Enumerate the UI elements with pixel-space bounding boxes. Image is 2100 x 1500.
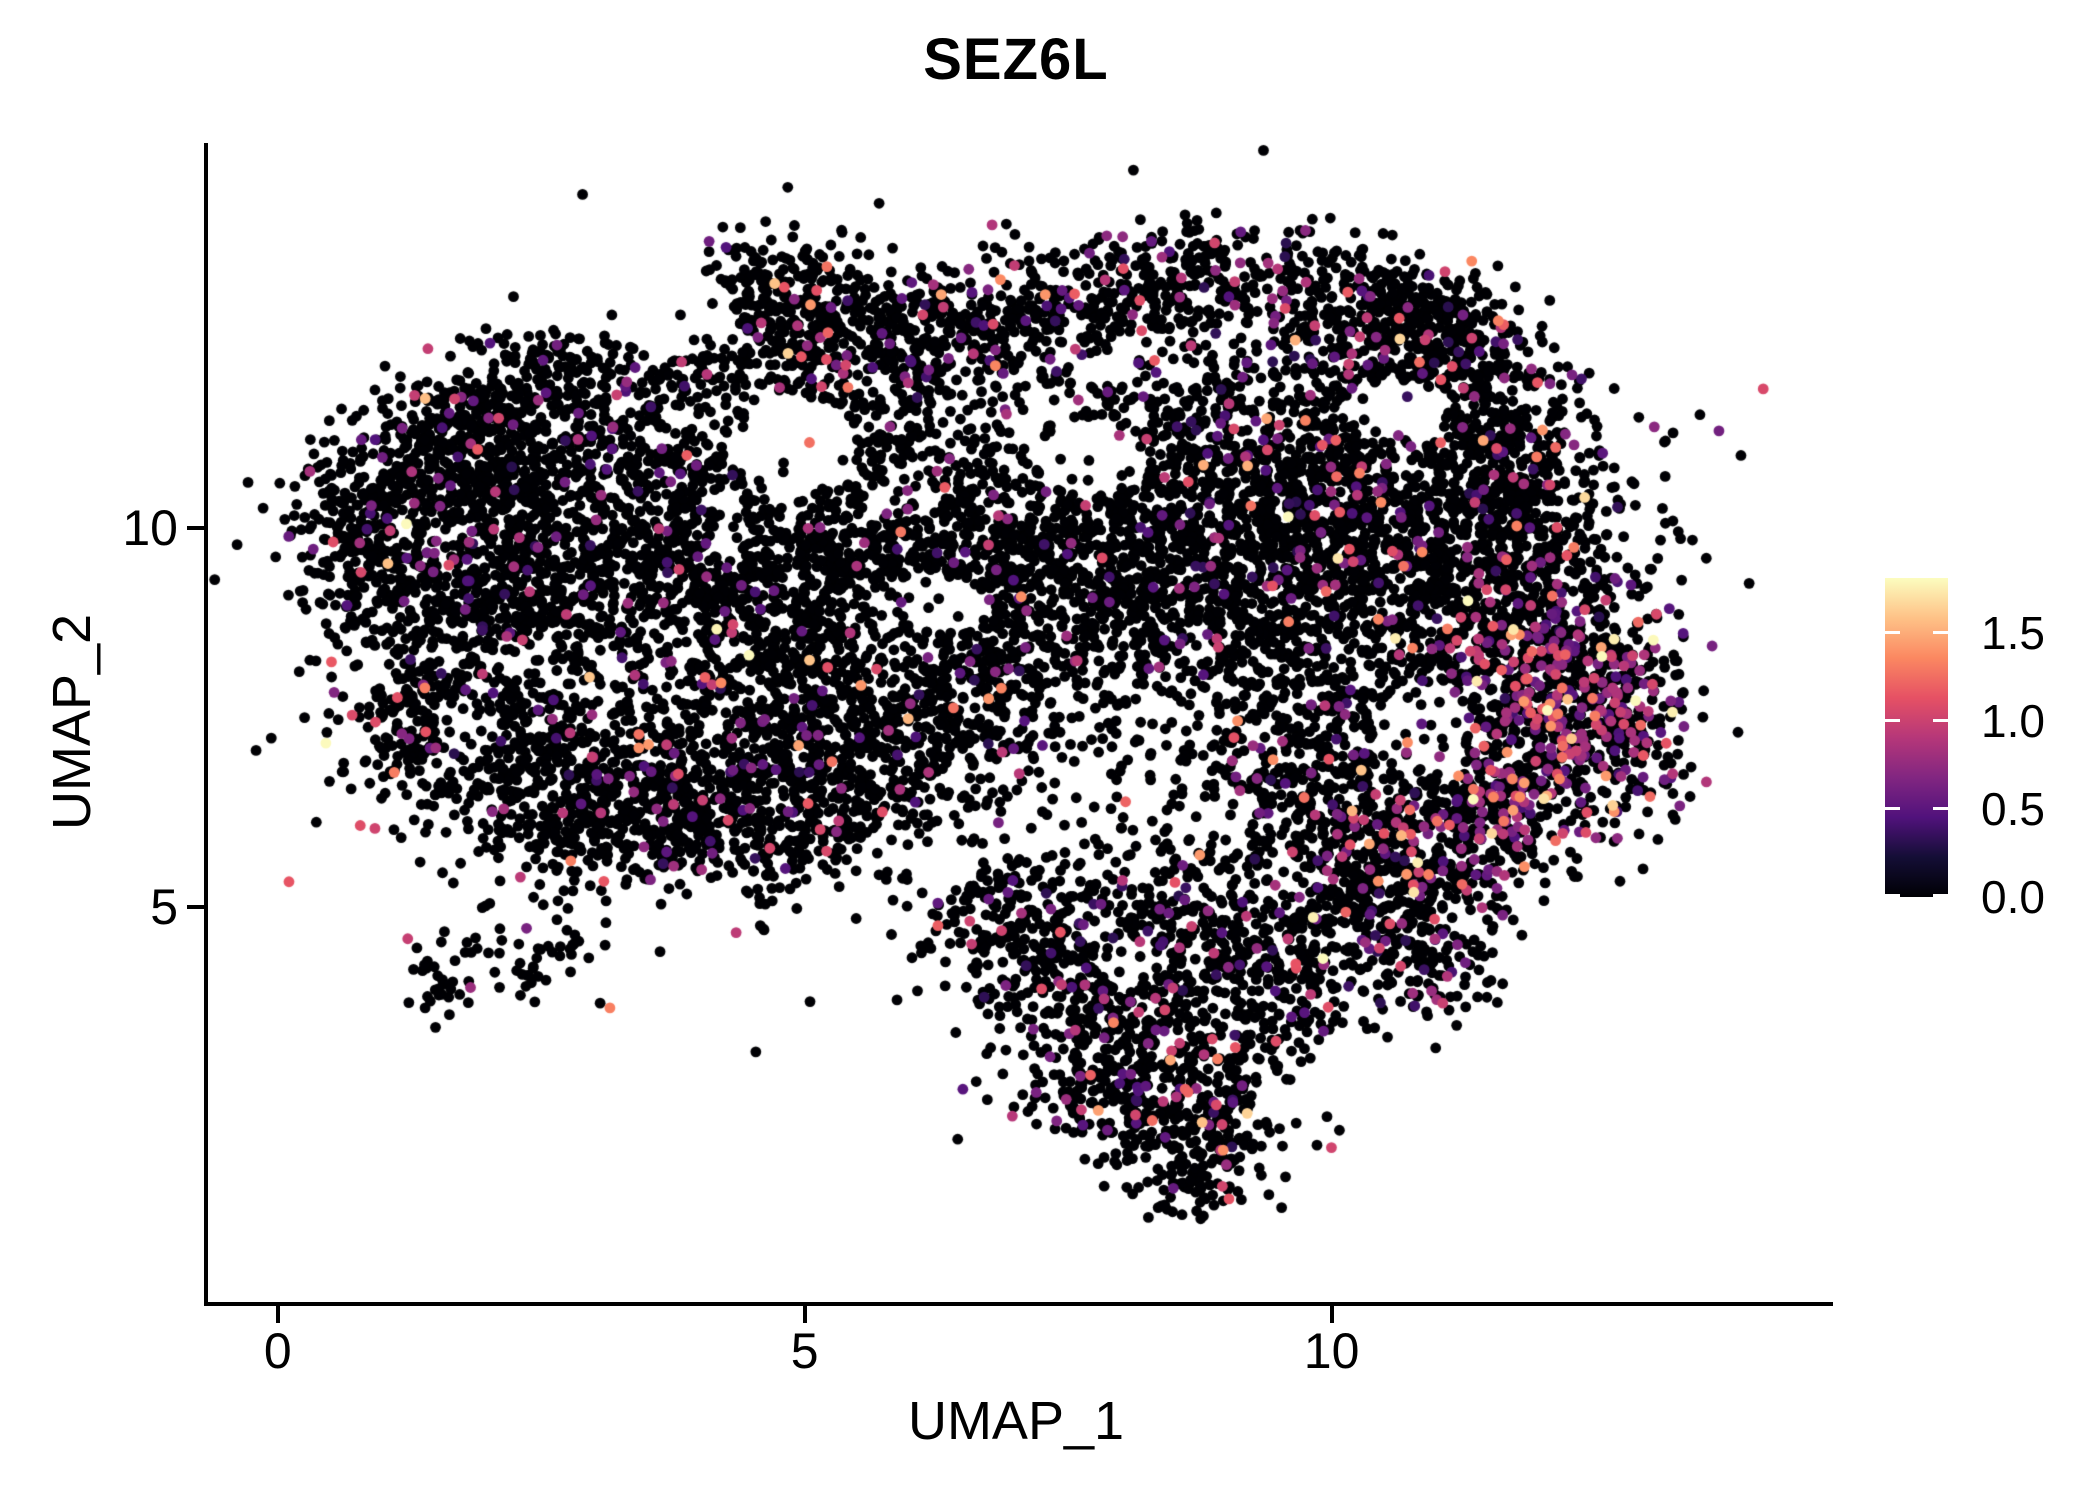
colorbar-tick-label: 1.5 — [1981, 606, 2045, 659]
colorbar-tick-label: 0.5 — [1981, 782, 2045, 835]
x-axis-label: UMAP_1 — [907, 1391, 1125, 1451]
x-axis-tick — [1329, 1306, 1334, 1323]
colorbar-tick — [1885, 894, 1900, 897]
colorbar-tick — [1885, 631, 1900, 635]
plot-panel — [204, 143, 1833, 1306]
colorbar-tick — [1885, 807, 1900, 811]
scatter-canvas — [208, 143, 1833, 1302]
y-axis-tick — [187, 526, 204, 531]
colorbar-tick — [1933, 894, 1948, 897]
y-axis-tick — [187, 905, 204, 910]
colorbar-tick — [1933, 631, 1948, 635]
x-axis-tick-label: 5 — [790, 1323, 819, 1379]
y-axis-tick-label: 5 — [150, 879, 178, 936]
colorbar-gradient — [1885, 578, 1948, 897]
x-axis-tick — [802, 1306, 807, 1323]
y-axis-label: UMAP_2 — [42, 613, 102, 831]
colorbar-tick — [1885, 719, 1900, 723]
plot-title: SEZ6L — [923, 27, 1109, 92]
colorbar-tick — [1933, 719, 1948, 723]
x-axis-tick — [275, 1306, 280, 1323]
x-axis-tick-label: 0 — [263, 1323, 292, 1379]
y-axis-tick-label: 10 — [122, 500, 178, 557]
colorbar-tick-label: 1.0 — [1981, 694, 2045, 747]
x-axis-tick-label: 10 — [1303, 1323, 1360, 1379]
colorbar-tick — [1933, 807, 1948, 811]
colorbar-tick-label: 0.0 — [1981, 871, 2045, 923]
